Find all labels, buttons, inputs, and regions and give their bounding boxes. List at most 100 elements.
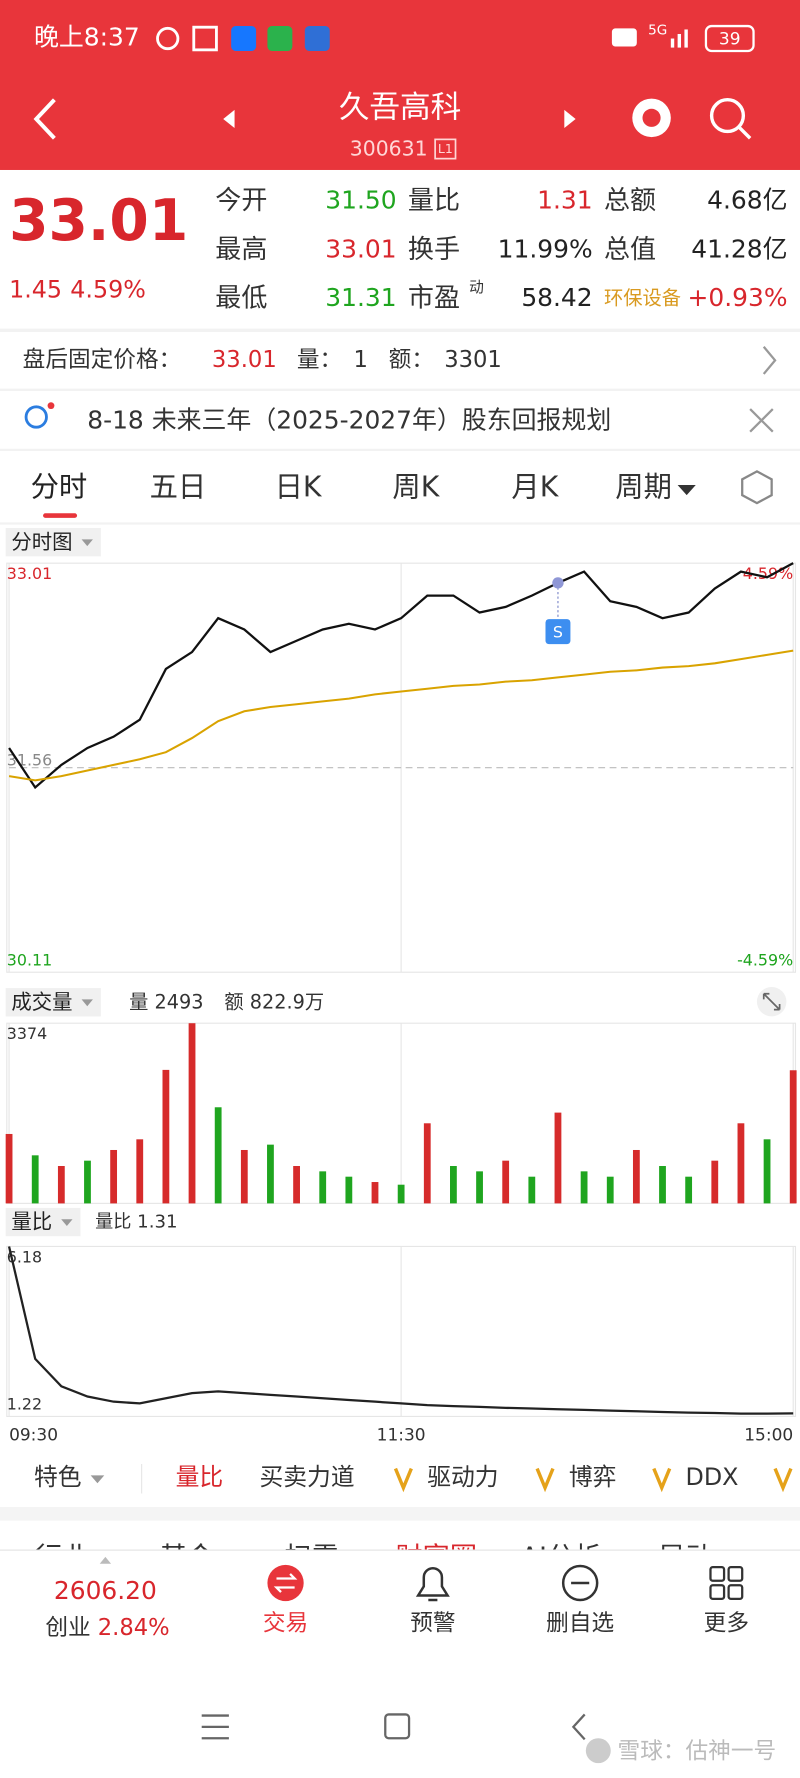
volume-bar bbox=[31, 1155, 39, 1204]
volume-bar bbox=[737, 1123, 745, 1204]
price-change-pct: 4.59% bbox=[70, 276, 146, 304]
notice-text[interactable]: 8-18 未来三年（2025-2027年）股东回报规划 bbox=[87, 406, 611, 435]
chart-title: 量比 bbox=[11, 1210, 52, 1234]
menu-button[interactable] bbox=[201, 1714, 229, 1740]
stat-value: +0.93% bbox=[688, 283, 788, 312]
settings-icon[interactable] bbox=[741, 470, 773, 505]
prev-stock[interactable] bbox=[223, 109, 235, 129]
stat-value: 11.99% bbox=[498, 234, 593, 263]
v-badge bbox=[773, 1467, 793, 1493]
y-tick-label: 1.22 bbox=[7, 1395, 42, 1414]
stat-label: 今开 bbox=[215, 186, 267, 216]
hd-icon bbox=[611, 28, 637, 47]
chevron[interactable] bbox=[762, 346, 777, 375]
nav-item[interactable]: 预警 bbox=[410, 1610, 455, 1636]
watermark-logo bbox=[585, 1738, 611, 1764]
volume-bar bbox=[240, 1149, 248, 1204]
chart-tab[interactable]: 周K bbox=[392, 470, 440, 503]
trade-arrows bbox=[273, 1573, 298, 1593]
indicator-tab[interactable]: 特色 bbox=[34, 1463, 82, 1491]
after-hours-label: 盘后固定价格： bbox=[23, 347, 182, 373]
divider bbox=[0, 522, 800, 525]
alarm-icon bbox=[156, 26, 180, 51]
after-hours-amount: 3301 bbox=[444, 347, 502, 373]
tab-underline bbox=[43, 513, 78, 518]
search-button[interactable] bbox=[709, 98, 746, 134]
close-notice[interactable] bbox=[749, 408, 774, 433]
divider bbox=[0, 1507, 800, 1521]
expand-icon bbox=[762, 992, 781, 1011]
stat-value: 31.31 bbox=[325, 283, 396, 312]
stat-label: 换手 bbox=[408, 235, 460, 265]
x-tick-label: 15:00 bbox=[744, 1426, 793, 1446]
y-tick-label: 31.56 bbox=[7, 750, 52, 769]
stat-value: 31.50 bbox=[325, 186, 396, 215]
app-icon bbox=[192, 25, 218, 52]
indicator-tab[interactable]: 博弈 bbox=[569, 1463, 617, 1491]
stat-value: 41.28亿 bbox=[691, 234, 787, 263]
more-icon bbox=[727, 1565, 744, 1582]
stat-label: 市盈 bbox=[408, 284, 460, 314]
indicator-tab[interactable]: DDX bbox=[686, 1463, 739, 1491]
back-button[interactable] bbox=[33, 98, 56, 140]
volume-bar bbox=[476, 1171, 483, 1204]
network: 5G bbox=[648, 23, 667, 39]
volume-bar bbox=[502, 1160, 510, 1204]
stock-code: 300631 bbox=[350, 137, 428, 161]
index-name: 创业 bbox=[45, 1615, 90, 1641]
indicator-tab[interactable]: 买卖力道 bbox=[259, 1463, 354, 1491]
indicator-tab[interactable]: 量比 bbox=[176, 1463, 224, 1491]
volume-bar bbox=[84, 1160, 91, 1204]
signal bbox=[677, 33, 682, 48]
dropdown-arrow bbox=[61, 1219, 73, 1227]
stat-value: 1.31 bbox=[537, 186, 592, 215]
indicator-tab[interactable]: 驱动力 bbox=[427, 1463, 498, 1491]
volume-bar bbox=[659, 1166, 666, 1204]
dropdown-arrow bbox=[81, 539, 93, 547]
trade-icon bbox=[267, 1564, 304, 1602]
chart-tab[interactable]: 日K bbox=[275, 470, 323, 503]
index-value[interactable]: 2606.20 bbox=[54, 1576, 157, 1605]
nav-item[interactable]: 更多 bbox=[704, 1610, 749, 1636]
stat-label: 最高 bbox=[215, 235, 267, 265]
volume-bar bbox=[606, 1176, 614, 1204]
volume-bar bbox=[711, 1160, 719, 1204]
nav-item[interactable]: 交易 bbox=[263, 1610, 308, 1636]
chart-tab[interactable]: 分时 bbox=[31, 470, 88, 503]
annotation-text: S bbox=[553, 622, 563, 641]
series-line bbox=[8, 562, 794, 790]
app-icon bbox=[231, 26, 257, 51]
chart-tab[interactable]: 周期 bbox=[615, 470, 672, 503]
y-tick-label: 30.11 bbox=[7, 950, 52, 969]
divider bbox=[0, 448, 800, 451]
remove-icon bbox=[561, 1564, 599, 1602]
home-button[interactable] bbox=[384, 1713, 411, 1740]
chart-tab[interactable]: 五日 bbox=[150, 470, 207, 503]
watermark: 雪球：估神一号 bbox=[618, 1738, 777, 1764]
after-hours-price: 33.01 bbox=[212, 347, 277, 373]
stock-name: 久吾高科 bbox=[339, 90, 461, 125]
battery bbox=[704, 24, 755, 53]
after-hours-volume: 1 bbox=[354, 347, 368, 373]
after-hours-volume-label: 量： bbox=[297, 347, 342, 373]
volume-bar bbox=[5, 1133, 13, 1204]
last-price: 33.01 bbox=[9, 188, 188, 254]
x-tick-label: 11:30 bbox=[377, 1426, 426, 1446]
chart-tab[interactable]: 月K bbox=[511, 470, 559, 503]
header-bg bbox=[0, 0, 800, 170]
chart-title: 分时图 bbox=[11, 530, 72, 554]
stat-value: 33.01 bbox=[325, 234, 396, 263]
next-stock[interactable] bbox=[564, 109, 576, 129]
volume-bar bbox=[345, 1176, 353, 1204]
chart-label: 量比 1.31 bbox=[95, 1212, 177, 1233]
volume-bar bbox=[188, 1023, 196, 1204]
volume-bar bbox=[319, 1171, 327, 1204]
more-icon bbox=[709, 1584, 726, 1600]
v-badge bbox=[393, 1467, 413, 1493]
annotation-badge[interactable] bbox=[545, 619, 571, 645]
nav-item[interactable]: 删自选 bbox=[546, 1610, 614, 1636]
dropdown-arrow bbox=[81, 999, 93, 1007]
back-nav[interactable] bbox=[571, 1713, 586, 1741]
